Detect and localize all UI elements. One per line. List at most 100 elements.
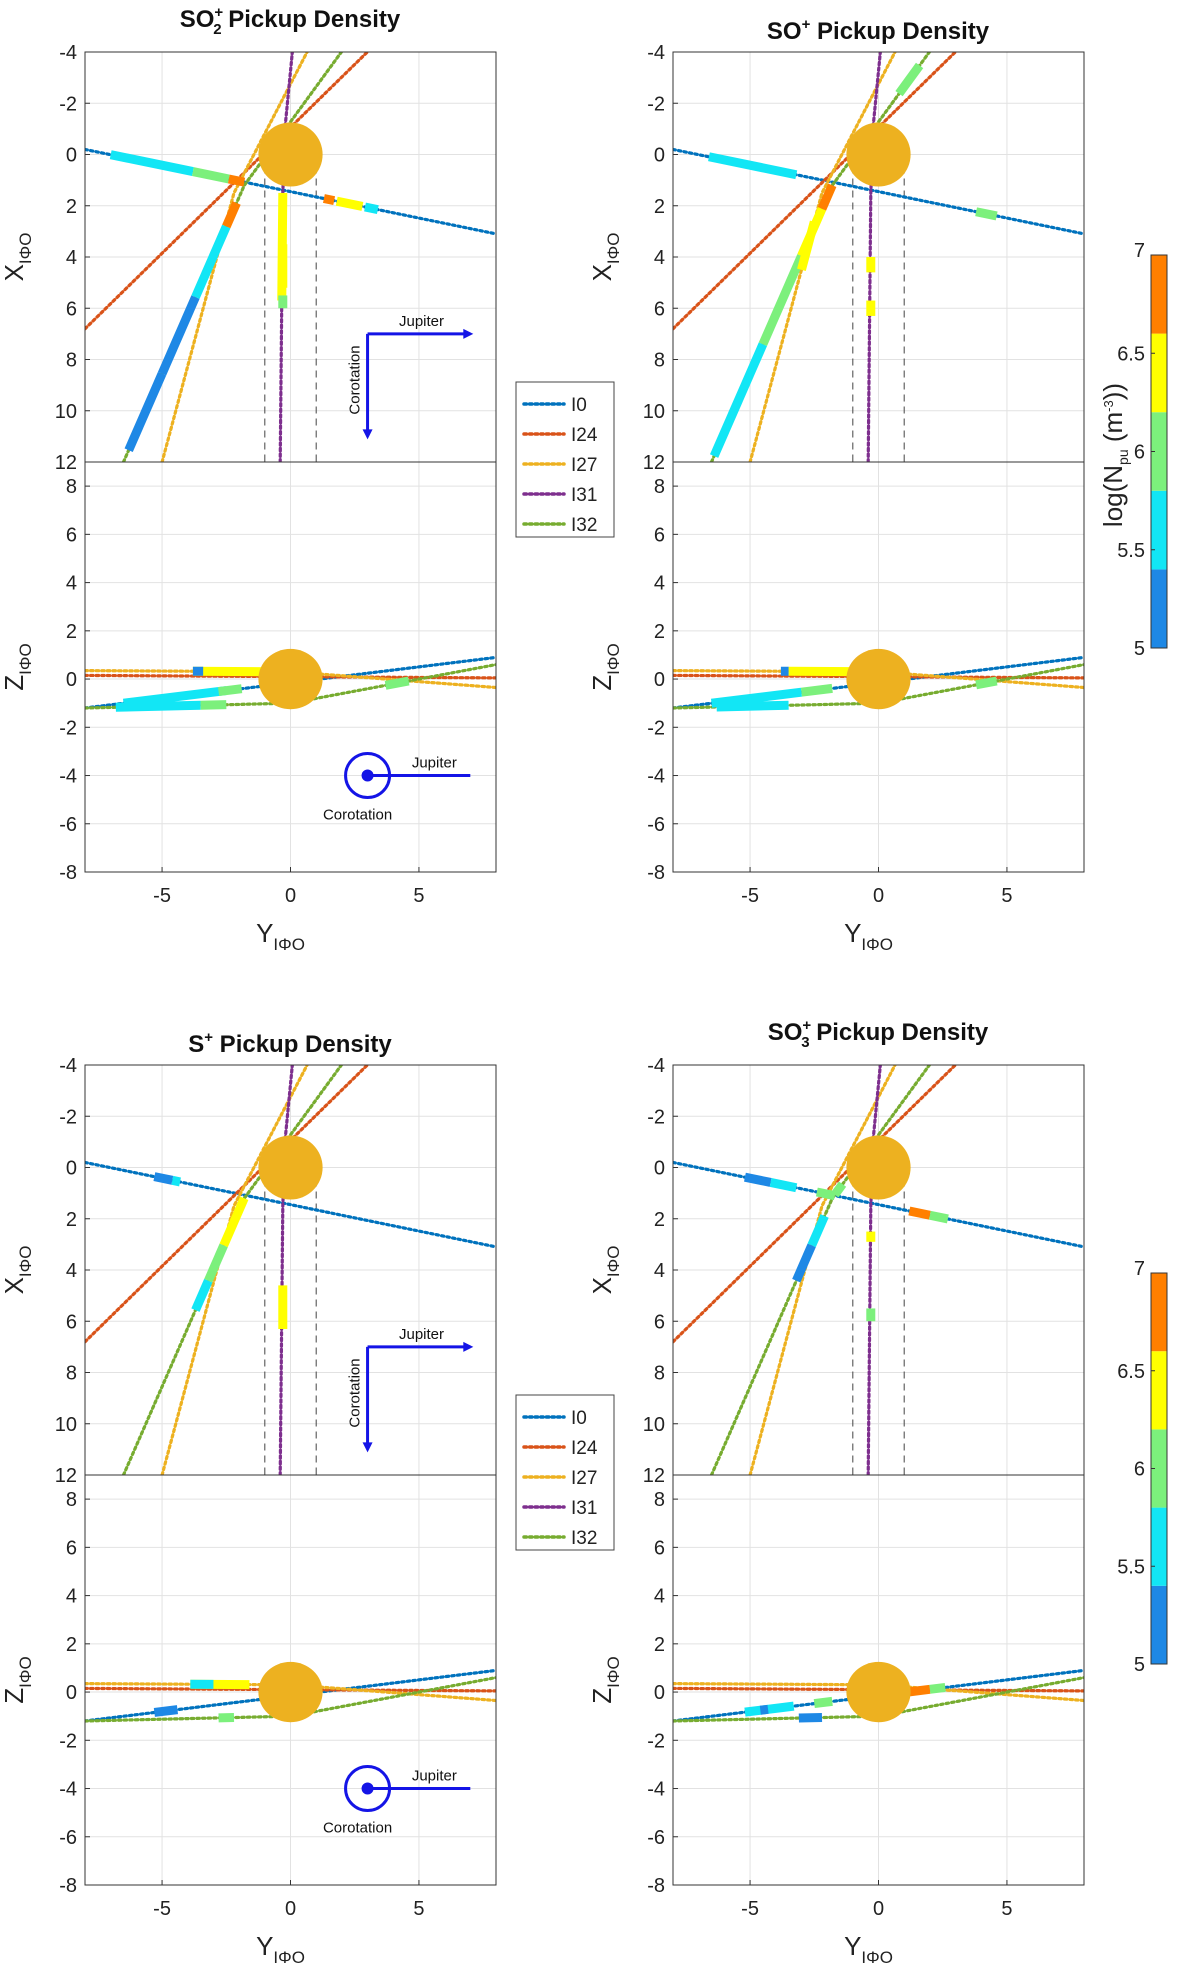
tick-label-y: 10 bbox=[55, 1414, 77, 1436]
tick-label-x: 0 bbox=[873, 885, 884, 907]
io-disk bbox=[258, 1661, 323, 1723]
colorbar-level bbox=[1151, 1429, 1167, 1508]
panel-s-pickup-density: -4 -2 0 2 4 6 8 10 12 XIΦO -8 -6 -4 -2 0 2 4 6 8 -5 0 5 ZIΦO YI… bbox=[0, 1055, 497, 1967]
ylabel-x-io: XIΦO bbox=[587, 1246, 623, 1295]
density-segment bbox=[153, 1705, 179, 1717]
legend-label-i27: I27 bbox=[571, 455, 597, 476]
tick-label-y: -8 bbox=[647, 1875, 665, 1897]
corotation-label: Corotation bbox=[323, 1820, 392, 1837]
density-segment bbox=[928, 1210, 949, 1224]
colorbar-level bbox=[1151, 1351, 1167, 1430]
tick-label-y: -4 bbox=[647, 1055, 665, 1077]
legend-label-i0: I0 bbox=[571, 1408, 587, 1429]
tick-label-y: -2 bbox=[59, 93, 77, 115]
density-segment bbox=[708, 152, 798, 180]
colorbar-tick-label: 5 bbox=[1134, 638, 1145, 660]
tick-label-y: -8 bbox=[647, 862, 665, 884]
density-segment bbox=[807, 1214, 829, 1248]
io-disk bbox=[846, 648, 911, 710]
ylabel-x-io: XIΦO bbox=[587, 233, 623, 282]
legend-label-i32: I32 bbox=[571, 1528, 597, 1549]
tick-label-y: 6 bbox=[654, 1537, 665, 1559]
tick-label-y: 0 bbox=[654, 145, 665, 167]
tick-label-y: 0 bbox=[66, 1158, 77, 1180]
density-segment bbox=[817, 183, 837, 211]
density-segment bbox=[758, 254, 806, 347]
flyby-i27-xy bbox=[160, 52, 309, 462]
tick-label-y: 12 bbox=[643, 452, 665, 474]
density-segment bbox=[115, 700, 201, 712]
density-segment bbox=[322, 194, 336, 206]
density-segment bbox=[364, 202, 379, 215]
tick-label-y: 6 bbox=[66, 298, 77, 320]
density-segment bbox=[759, 1704, 769, 1715]
tick-label-y: -4 bbox=[647, 42, 665, 64]
colorbar-tick-label: 5.5 bbox=[1117, 1556, 1145, 1578]
tick-label-x: 5 bbox=[1001, 1898, 1012, 1920]
tick-label-y: -4 bbox=[647, 766, 665, 788]
tick-label-x: 5 bbox=[1001, 885, 1012, 907]
jupiter-label: Jupiter bbox=[412, 1768, 457, 1785]
ylabel-x-io: XIΦO bbox=[0, 1246, 35, 1295]
flyby-i0-xy bbox=[85, 1160, 496, 1249]
density-segment bbox=[769, 1178, 798, 1193]
tick-label-y: -2 bbox=[647, 1106, 665, 1128]
tick-label-x: -5 bbox=[741, 1898, 759, 1920]
tick-label-y: 4 bbox=[654, 1260, 665, 1282]
colorbar-tick-label: 6.5 bbox=[1117, 343, 1145, 365]
density-segment bbox=[792, 1243, 816, 1283]
colorbar-level bbox=[1151, 1507, 1167, 1586]
tick-label-y: 0 bbox=[654, 669, 665, 691]
tick-label-y: 12 bbox=[55, 452, 77, 474]
tick-label-y: -6 bbox=[647, 814, 665, 836]
density-segment bbox=[384, 676, 410, 690]
density-segment bbox=[219, 1196, 249, 1248]
density-segment bbox=[813, 1696, 833, 1709]
tick-label-y: 4 bbox=[654, 573, 665, 595]
orientation-inset-xy: Jupiter Corotation bbox=[347, 313, 474, 440]
legend-box bbox=[515, 381, 615, 538]
colorbar-tick-label: 6 bbox=[1134, 442, 1145, 464]
tick-label-y: 6 bbox=[66, 524, 77, 546]
colorbar-level bbox=[1151, 1273, 1167, 1352]
legend-box bbox=[515, 1394, 615, 1551]
flyby-i0-xy bbox=[673, 1160, 1084, 1249]
ylabel-z-io: ZIΦO bbox=[587, 1656, 623, 1703]
legend-bottom: I0 I24 I27 I31 I32 bbox=[515, 1394, 615, 1551]
jupiter-label: Jupiter bbox=[399, 313, 444, 330]
tick-label-y: 6 bbox=[654, 298, 665, 320]
xy-plot: -4 -2 0 2 4 6 8 10 12 XIΦO bbox=[0, 42, 497, 474]
xy-plot: -4 -2 0 2 4 6 8 10 12 XIΦO bbox=[0, 1055, 497, 1487]
flyby-i27-xy bbox=[748, 52, 897, 462]
tick-label-y: -4 bbox=[59, 1779, 77, 1801]
colorbar-tick-label: 6.5 bbox=[1117, 1361, 1145, 1383]
colorbar-bottom: 5 5.5 6 6.5 7 bbox=[1117, 1258, 1168, 1676]
legend-top: I0 I24 I27 I31 I32 bbox=[515, 381, 615, 538]
io-disk bbox=[846, 1135, 911, 1200]
tick-label-x: 5 bbox=[413, 885, 424, 907]
density-segment bbox=[929, 1682, 946, 1694]
density-segment bbox=[109, 150, 194, 176]
density-segment bbox=[895, 62, 924, 97]
tick-label-y: -2 bbox=[59, 1730, 77, 1752]
density-segment bbox=[218, 684, 243, 697]
tick-label-y: -2 bbox=[59, 717, 77, 739]
tick-label-x: 0 bbox=[873, 1898, 884, 1920]
legend-label-i24: I24 bbox=[571, 425, 598, 446]
colorbar-label: log(Npu (m-3)) bbox=[1098, 383, 1131, 527]
colorbar-level bbox=[1151, 490, 1167, 570]
io-disk bbox=[846, 1661, 911, 1723]
colorbar-tick-label: 6 bbox=[1134, 1459, 1145, 1481]
colorbar-level bbox=[1151, 569, 1167, 648]
colorbar-level bbox=[1151, 1585, 1167, 1664]
title-top-right: SO+ Pickup Density bbox=[767, 16, 990, 45]
flyby-i32-yz bbox=[85, 1676, 496, 1723]
tick-label-y: 12 bbox=[643, 1465, 665, 1487]
tick-label-y: -2 bbox=[59, 1106, 77, 1128]
legend-label-i31: I31 bbox=[571, 485, 597, 506]
corotation-label: Corotation bbox=[347, 345, 364, 414]
io-disk bbox=[258, 648, 323, 710]
corotation-label: Corotation bbox=[347, 1358, 364, 1427]
yz-plot: -8 -6 -4 -2 0 2 4 6 8 -5 0 5 ZIΦO YIΦO bbox=[0, 1474, 497, 1967]
density-segment bbox=[191, 1278, 213, 1312]
